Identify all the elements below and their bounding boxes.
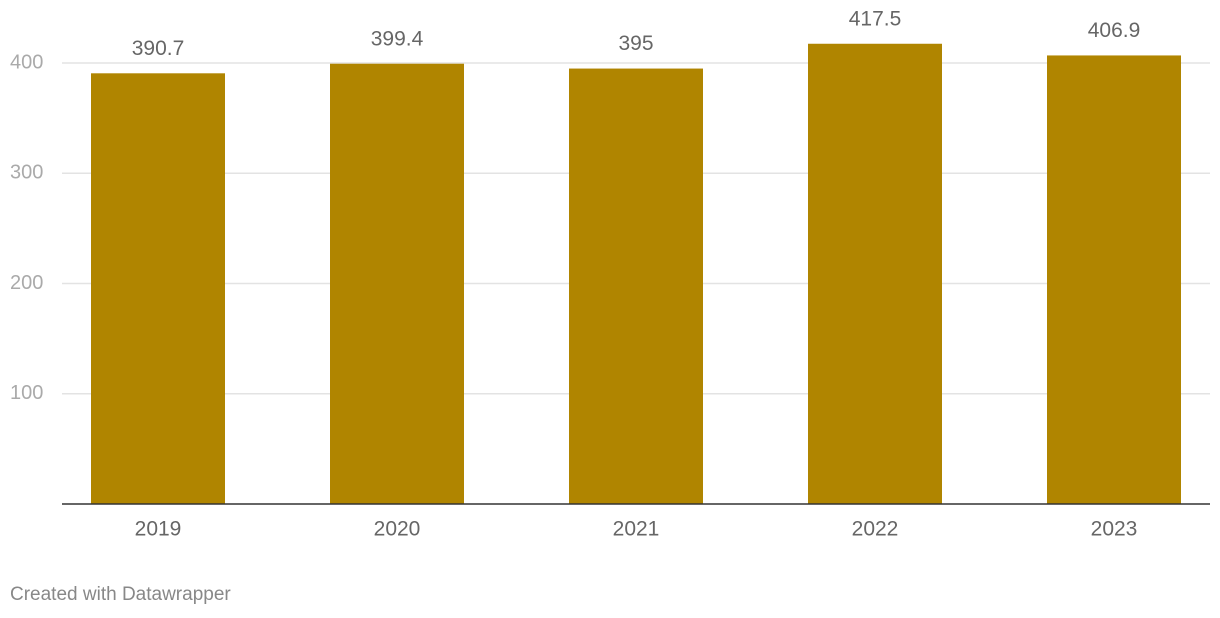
bar: [808, 43, 942, 504]
y-tick-label: 200: [10, 272, 43, 294]
value-label: 399.4: [371, 27, 424, 50]
value-label: 390.7: [132, 37, 185, 60]
x-tick-label: 2023: [1091, 518, 1138, 541]
x-tick-label: 2020: [374, 518, 421, 541]
x-tick-label: 2019: [135, 518, 182, 541]
x-tick-label: 2021: [613, 518, 660, 541]
bar: [330, 63, 464, 505]
footer: Created with Datawrapper: [10, 584, 231, 605]
value-label: 395: [618, 32, 653, 55]
bar: [1047, 55, 1181, 504]
value-label: 406.9: [1088, 19, 1141, 42]
y-tick-label: 400: [10, 51, 43, 73]
y-tick-label: 100: [10, 382, 43, 404]
bar: [569, 68, 703, 505]
bar: [91, 73, 225, 505]
x-tick-label: 2022: [852, 518, 899, 541]
y-tick-label: 300: [10, 162, 43, 184]
value-label: 417.5: [849, 7, 902, 30]
